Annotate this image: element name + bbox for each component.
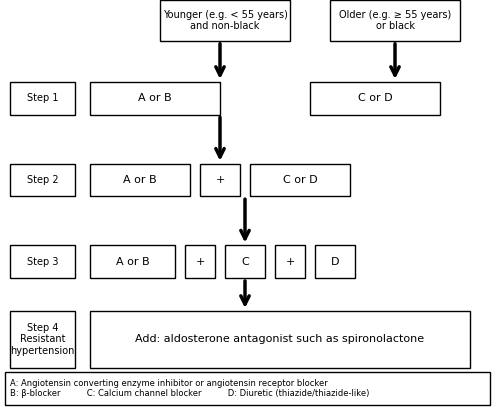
FancyBboxPatch shape (10, 82, 75, 115)
Text: Step 1: Step 1 (27, 93, 58, 103)
Text: A or B: A or B (123, 175, 157, 185)
Text: C: C (241, 257, 249, 267)
FancyBboxPatch shape (160, 0, 290, 41)
Text: Younger (e.g. < 55 years)
and non-black: Younger (e.g. < 55 years) and non-black (162, 10, 288, 31)
FancyBboxPatch shape (5, 372, 490, 405)
Text: Step 4
Resistant
hypertension: Step 4 Resistant hypertension (10, 323, 74, 356)
FancyBboxPatch shape (10, 245, 75, 278)
Text: Older (e.g. ≥ 55 years)
or black: Older (e.g. ≥ 55 years) or black (339, 10, 451, 31)
Text: +: + (196, 257, 204, 267)
FancyBboxPatch shape (185, 245, 215, 278)
Text: +: + (216, 175, 224, 185)
Text: A or B: A or B (116, 257, 150, 267)
FancyBboxPatch shape (275, 245, 305, 278)
Text: +: + (286, 257, 294, 267)
Text: Step 3: Step 3 (27, 257, 58, 267)
FancyBboxPatch shape (10, 311, 75, 368)
FancyBboxPatch shape (315, 245, 355, 278)
FancyBboxPatch shape (90, 164, 190, 196)
Text: D: D (331, 257, 339, 267)
FancyBboxPatch shape (250, 164, 350, 196)
FancyBboxPatch shape (90, 311, 470, 368)
FancyBboxPatch shape (90, 82, 220, 115)
Text: A: Angiotensin converting enzyme inhibitor or angiotensin receptor blocker
B: β-: A: Angiotensin converting enzyme inhibit… (10, 379, 370, 398)
FancyBboxPatch shape (225, 245, 265, 278)
FancyBboxPatch shape (10, 164, 75, 196)
Text: C or D: C or D (282, 175, 318, 185)
FancyBboxPatch shape (90, 245, 175, 278)
Text: Step 2: Step 2 (26, 175, 58, 185)
FancyBboxPatch shape (200, 164, 240, 196)
Text: C or D: C or D (358, 93, 392, 103)
FancyBboxPatch shape (330, 0, 460, 41)
FancyBboxPatch shape (310, 82, 440, 115)
Text: Add: aldosterone antagonist such as spironolactone: Add: aldosterone antagonist such as spir… (136, 335, 424, 344)
Text: A or B: A or B (138, 93, 172, 103)
